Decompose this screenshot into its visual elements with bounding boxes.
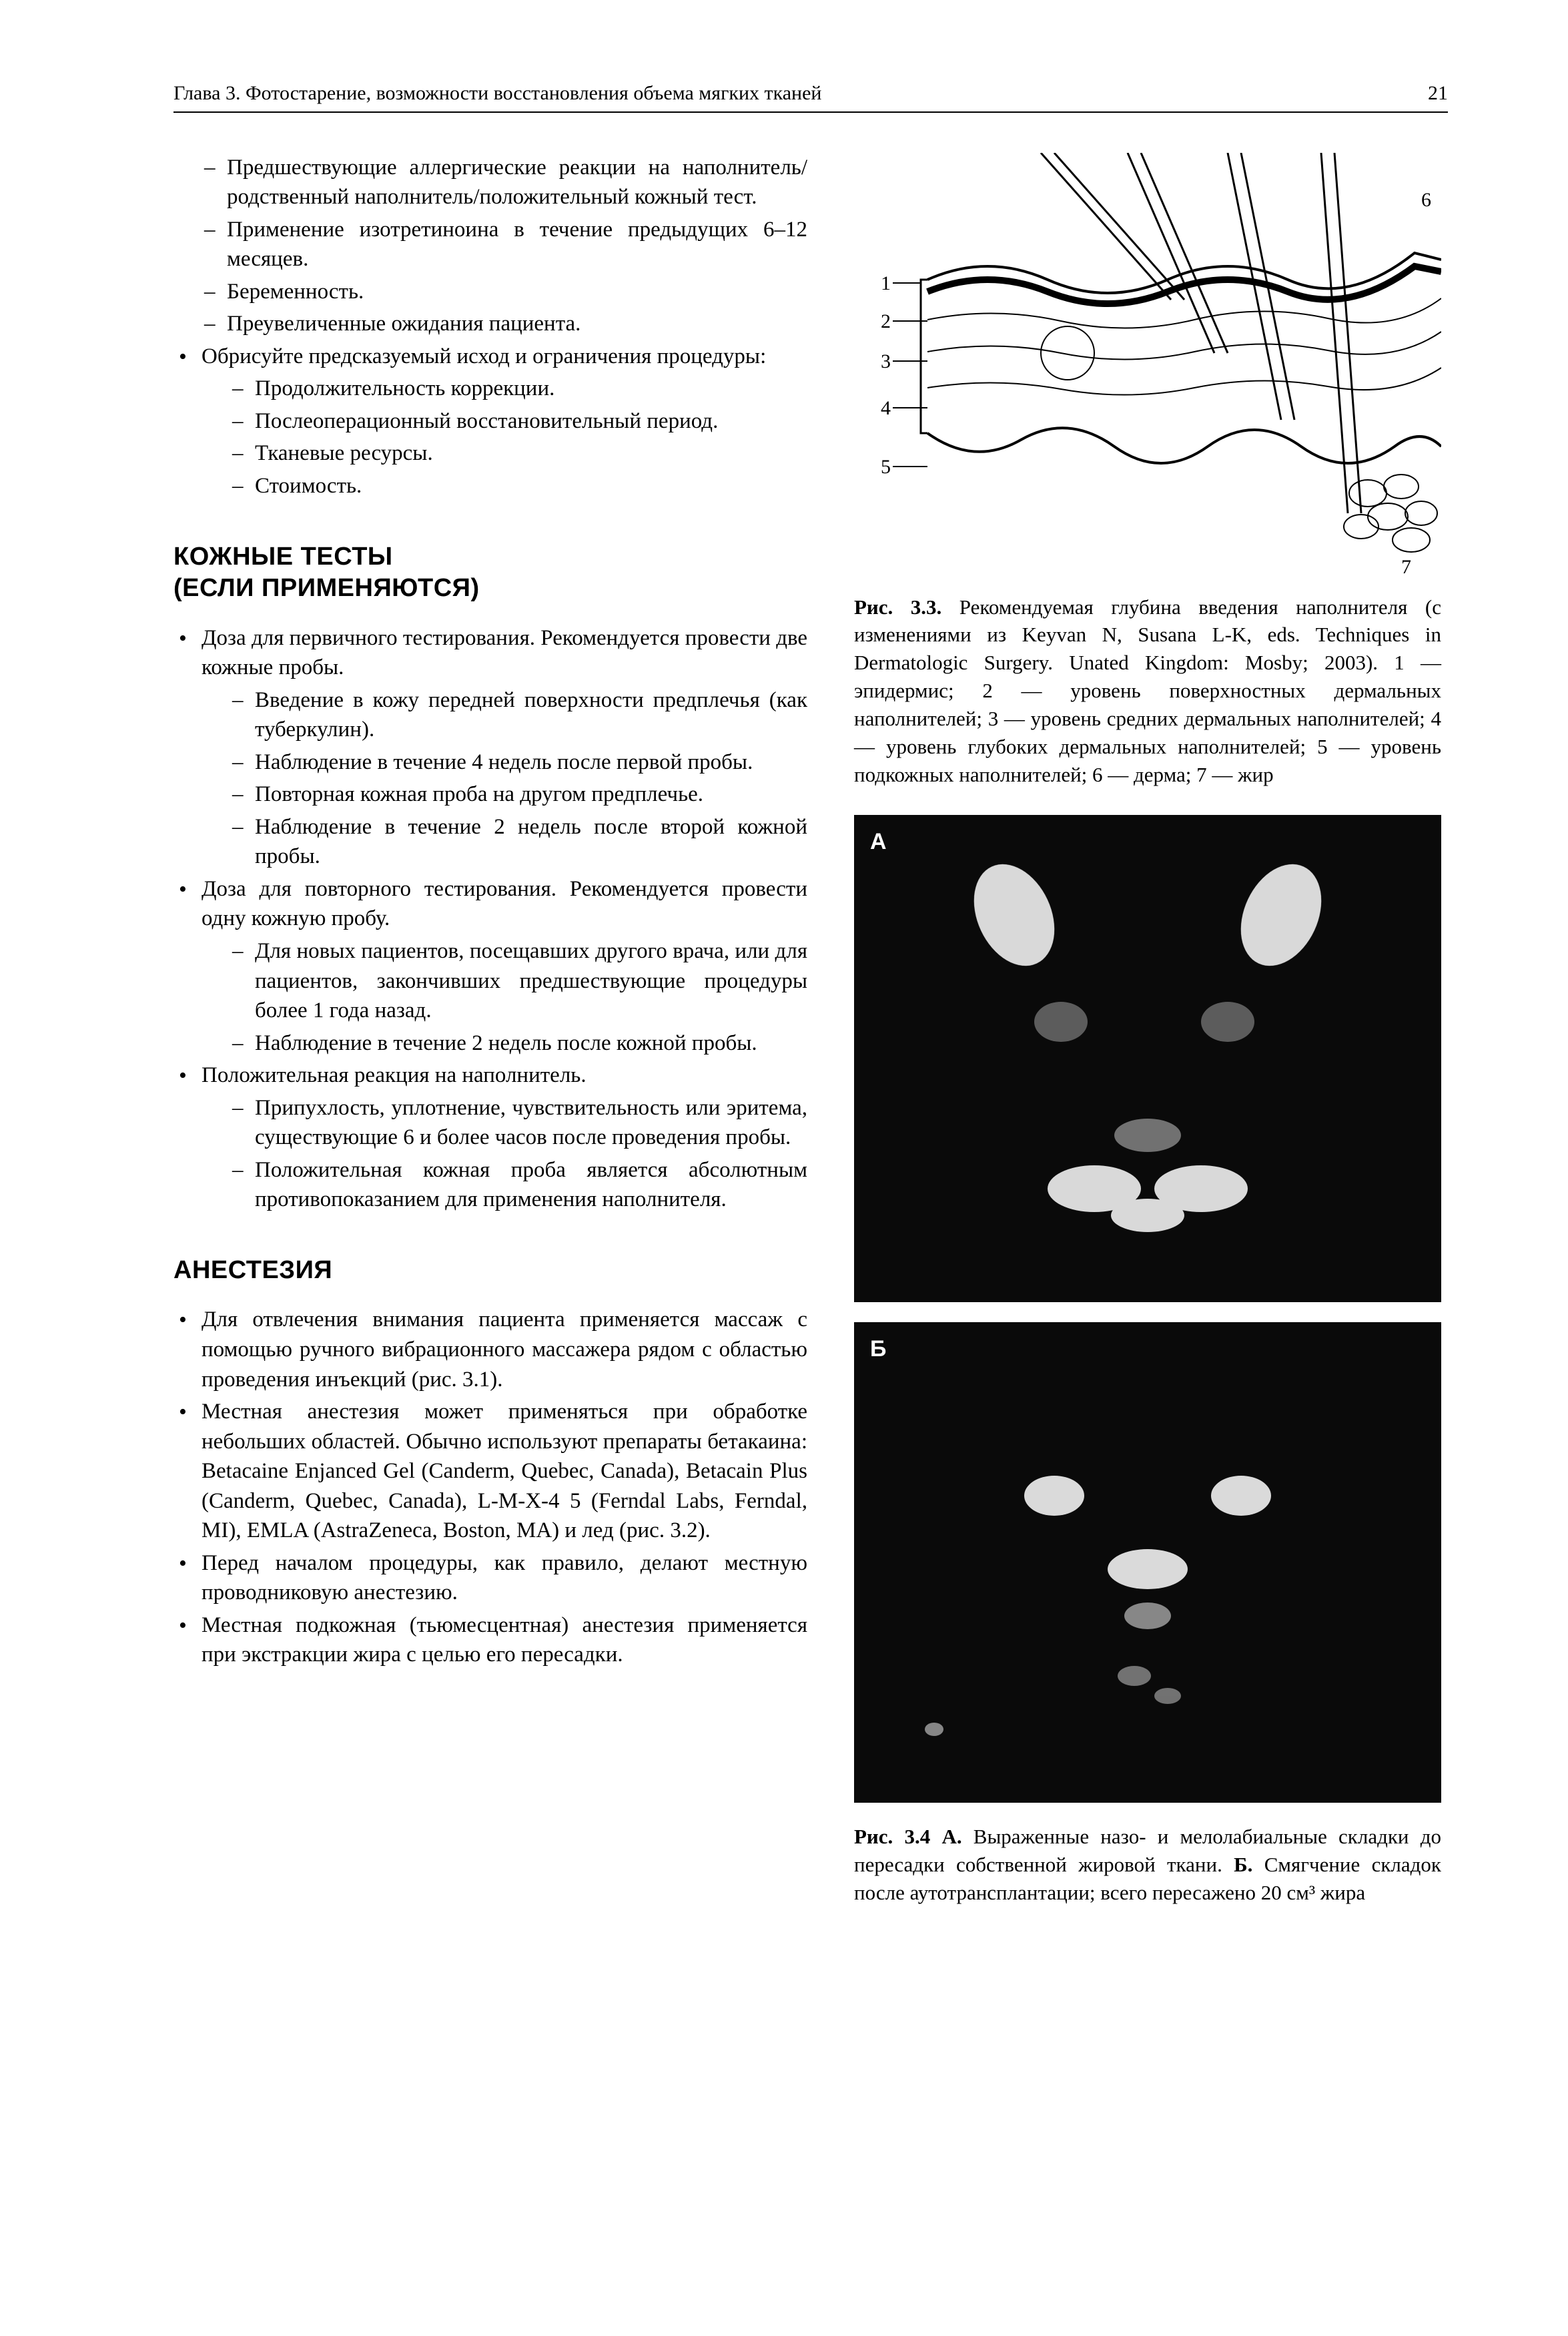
skin-b3-dashes: Припухлость, уплотнение, чувствительност… — [202, 1093, 807, 1215]
heading-anesthesia: АНЕСТЕЗИЯ — [173, 1255, 807, 1287]
list-item: Для новых пациентов, посещавших другого … — [202, 936, 807, 1026]
skin-b2-dashes: Для новых пациентов, посещавших другого … — [202, 936, 807, 1058]
diagram-label-4: 4 — [881, 397, 891, 419]
diagram-label-6: 6 — [1421, 189, 1431, 211]
photo-b-placeholder — [854, 1322, 1441, 1803]
list-item: Перед началом процедуры, как правило, де… — [173, 1548, 807, 1608]
list-item: Положительная кожная проба является абсо… — [202, 1155, 807, 1215]
skin-layers-diagram: 1 2 3 4 5 6 7 — [854, 153, 1441, 580]
diagram-label-2: 2 — [881, 310, 891, 332]
right-column: 1 2 3 4 5 6 7 Рис. 3.3. Рекомендуемая гл… — [854, 153, 1441, 1907]
diagram-label-1: 1 — [881, 272, 891, 294]
list-item: Преувеличенные ожидания пациента. — [173, 309, 807, 339]
figure-label-b: Б. — [1234, 1853, 1252, 1876]
intro-bullet-list: Обрисуйте предсказуемый исход и ограниче… — [173, 342, 807, 501]
figure-3-4-panel-a: А — [854, 815, 1441, 1302]
left-column: Предшествующие аллергические реакции на … — [173, 153, 807, 1907]
page-number: 21 — [1428, 80, 1448, 107]
heading-skin-tests: КОЖНЫЕ ТЕСТЫ (ЕСЛИ ПРИМЕНЯЮТСЯ) — [173, 541, 807, 605]
panel-label-b: Б — [870, 1334, 886, 1365]
caption-text: Рекомендуемая глубина введения наполните… — [854, 595, 1441, 786]
bullet-text: Обрисуйте предсказуемый исход и ограниче… — [202, 344, 766, 368]
diagram-label-7: 7 — [1401, 556, 1411, 578]
intro-sub-dash: Продолжительность коррекции. Послеоперац… — [202, 374, 807, 501]
list-item: Доза для повторного тестирования. Рекоме… — [173, 874, 807, 1058]
skin-tests-list: Доза для первичного тестирования. Рекоме… — [173, 623, 807, 1215]
list-item: Продолжительность коррекции. — [202, 374, 807, 404]
list-item: Местная анестезия может применяться при … — [173, 1397, 807, 1546]
heading-line: КОЖНЫЕ ТЕСТЫ — [173, 543, 393, 571]
list-item: Местная подкожная (тьюмесцентная) анесте… — [173, 1611, 807, 1670]
list-item: Для отвлечения внимания пациента применя… — [173, 1305, 807, 1394]
list-item: Припухлость, уплотнение, чувствительност… — [202, 1093, 807, 1153]
list-item: Тканевые ресурсы. — [202, 439, 807, 469]
figure-label: Рис. 3.3. — [854, 595, 941, 619]
list-item: Применение изотретиноина в течение преды… — [173, 215, 807, 274]
skin-b1-dashes: Введение в кожу передней поверхности пре… — [202, 685, 807, 872]
list-item: Обрисуйте предсказуемый исход и ограниче… — [173, 342, 807, 501]
list-item: Доза для первичного тестирования. Рекоме… — [173, 623, 807, 872]
anesthesia-list: Для отвлечения внимания пациента применя… — [173, 1305, 807, 1670]
list-item: Положительная реакция на наполнитель. Пр… — [173, 1061, 807, 1215]
list-item: Предшествующие аллергические реакции на … — [173, 153, 807, 212]
chapter-title: Глава 3. Фотостарение, возможности восст… — [173, 80, 821, 107]
list-item: Стоимость. — [202, 471, 807, 501]
list-item: Беременность. — [173, 277, 807, 307]
figure-3-3: 1 2 3 4 5 6 7 — [854, 153, 1441, 580]
intro-dash-list: Предшествующие аллергические реакции на … — [173, 153, 807, 339]
bullet-text: Доза для повторного тестирования. Рекоме… — [202, 877, 807, 931]
figure-3-4-caption: Рис. 3.4 А. Выраженные назо- и мелолабиа… — [854, 1823, 1441, 1907]
list-item: Послеоперационный восстановительный пери… — [202, 406, 807, 436]
list-item: Наблюдение в течение 2 недель после кожн… — [202, 1029, 807, 1059]
figure-label: Рис. 3.4 А. — [854, 1825, 962, 1848]
heading-line: (ЕСЛИ ПРИМЕНЯЮТСЯ) — [173, 574, 480, 602]
photo-a-placeholder — [854, 815, 1441, 1302]
list-item: Наблюдение в течение 2 недель после втор… — [202, 812, 807, 872]
diagram-label-3: 3 — [881, 350, 891, 372]
figure-3-3-caption: Рис. 3.3. Рекомендуемая глубина введения… — [854, 593, 1441, 789]
list-item: Повторная кожная проба на другом предпле… — [202, 780, 807, 810]
columns: Предшествующие аллергические реакции на … — [173, 153, 1448, 1907]
figure-3-4-panel-b: Б — [854, 1322, 1441, 1803]
panel-label-a: А — [870, 827, 887, 858]
bullet-text: Положительная реакция на наполнитель. — [202, 1063, 586, 1087]
list-item: Наблюдение в течение 4 недель после перв… — [202, 748, 807, 778]
diagram-label-5: 5 — [881, 456, 891, 478]
bullet-text: Доза для первичного тестирования. Рекоме… — [202, 626, 807, 680]
list-item: Введение в кожу передней поверхности пре… — [202, 685, 807, 745]
page-header: Глава 3. Фотостарение, возможности восст… — [173, 80, 1448, 113]
